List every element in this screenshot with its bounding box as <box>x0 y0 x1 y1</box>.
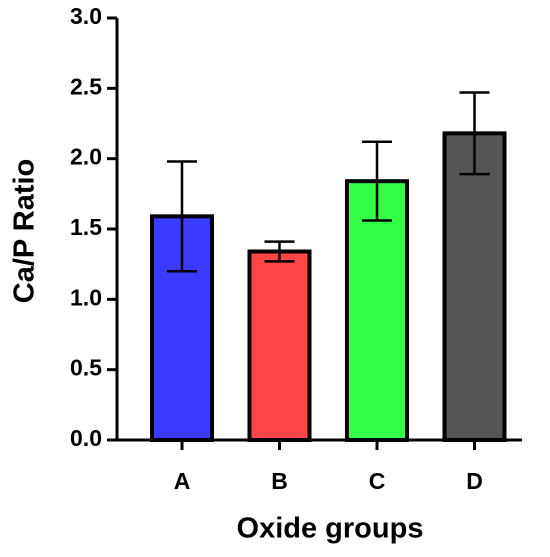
bar <box>442 131 507 442</box>
y-tick-label: 2.0 <box>70 144 102 170</box>
y-tick-label: 0.0 <box>70 425 102 451</box>
x-tick-label: A <box>174 468 191 494</box>
y-tick-label: 1.0 <box>70 284 102 310</box>
axes <box>115 18 522 442</box>
y-axis-title: Ca/P Ratio <box>9 159 41 304</box>
error-bar <box>362 140 392 222</box>
error-bar <box>167 160 197 273</box>
x-tick-label: C <box>369 468 386 494</box>
x-tick-label: B <box>271 468 288 494</box>
error-bar <box>459 91 490 176</box>
y-tick-label: 2.5 <box>70 73 102 99</box>
y-tick-label: 0.5 <box>70 355 102 381</box>
error-bar <box>264 240 295 263</box>
bar <box>247 249 312 442</box>
y-tick-label: 1.5 <box>70 214 102 240</box>
x-axis-title: Oxide groups <box>237 513 424 545</box>
x-tick-label: D <box>466 468 483 494</box>
y-tick-label: 3.0 <box>70 3 102 29</box>
